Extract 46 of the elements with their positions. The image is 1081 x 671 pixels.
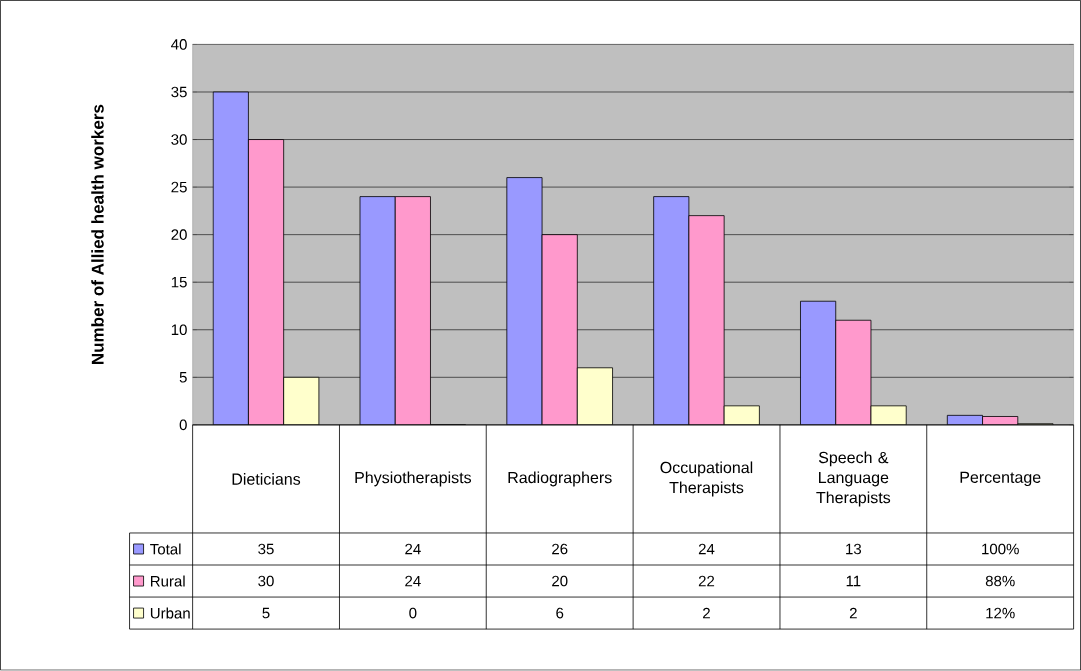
x-tick-label: Physiotherapists [355,471,472,487]
data-label: 11 [846,576,861,587]
data-label: 26 [552,543,568,555]
bar [283,377,319,426]
data-label: 35 [258,543,274,555]
legend-label: Rural [151,575,185,587]
y-tick-label: 15 [171,277,187,288]
bar [248,139,284,426]
y-tick-label: 25 [171,182,187,193]
x-tick-label: Dieticians [232,473,301,486]
data-label: 24 [405,543,421,555]
data-label: 2 [703,608,710,619]
data-label: 13 [846,543,862,555]
data-label: 20 [552,575,568,587]
bar [724,406,760,426]
x-tick-label: Occupational Therapists [660,461,753,497]
y-tick-label: 40 [171,39,187,50]
x-tick-label: Radiographers [508,471,612,487]
data-label: 5 [262,608,270,619]
legend-label: Urban [150,607,190,619]
y-tick-label: 10 [171,324,187,336]
data-label: 88% [985,575,1015,587]
data-label: 22 [698,576,715,587]
x-tick-label: Percentage [960,471,1041,487]
y-tick-label: 30 [171,134,187,146]
bar [688,215,725,426]
bar [542,234,578,426]
data-label: 24 [405,576,421,587]
y-axis-title: Number of Allied health workers [91,105,104,365]
bar [870,406,907,426]
data-label: 24 [698,543,715,555]
data-label: 2 [849,608,857,619]
legend-label: Total [150,543,181,555]
x-tick-label: Speech & Language Therapists [816,451,891,507]
y-tick-label: 35 [171,86,187,98]
bar [835,320,871,426]
y-tick-label: 0 [179,419,187,431]
data-label: 0 [409,607,417,619]
y-tick-label: 5 [179,372,187,383]
y-tick-label: 20 [171,229,187,241]
data-label: 30 [258,575,274,587]
data-label: 12% [986,608,1015,619]
bar [577,368,613,426]
data-label: 6 [556,607,564,619]
data-label: 100% [982,543,1019,555]
bar [395,196,431,426]
